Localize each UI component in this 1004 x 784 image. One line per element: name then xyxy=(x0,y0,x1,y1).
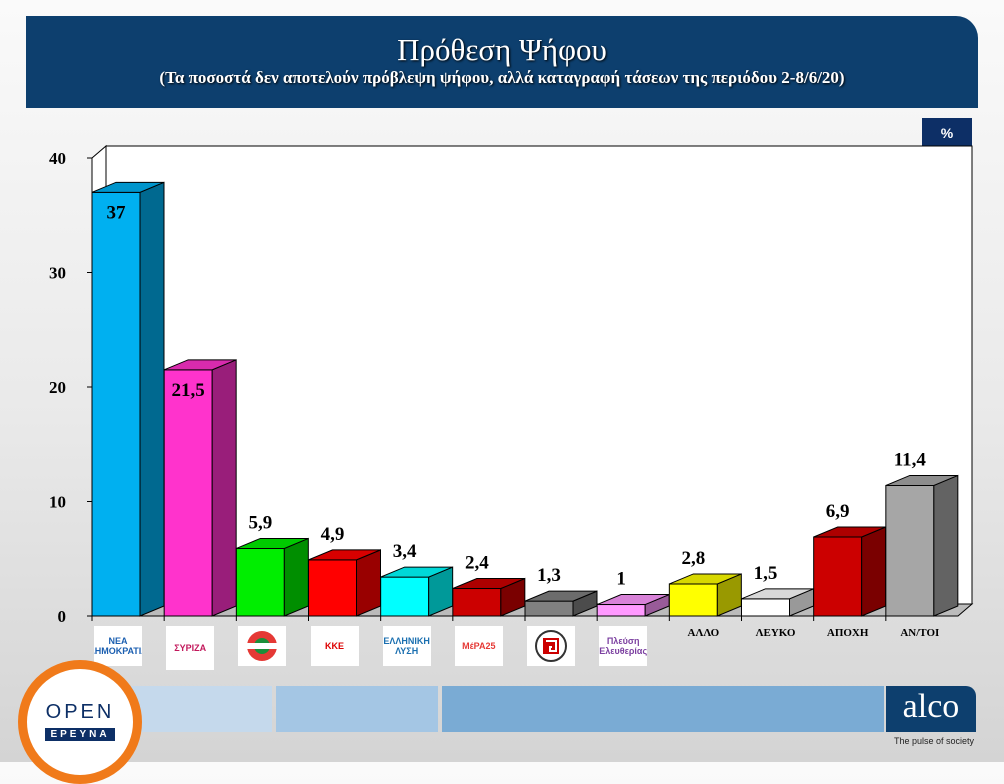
back-wall xyxy=(105,145,973,605)
bar-top xyxy=(308,549,381,561)
unit-badge: % xyxy=(922,118,972,148)
alco-logo: alco xyxy=(886,686,976,732)
party-logo: ΕΛΛΗΝΙΚΗ ΛΥΣΗ xyxy=(382,626,431,666)
data-label: 4,9 xyxy=(321,524,345,545)
party-logo xyxy=(527,626,575,666)
footer-strip-1 xyxy=(120,686,272,732)
alco-tagline: The pulse of society xyxy=(894,736,975,746)
open-logo: OPEN ΕΡΕΥΝΑ xyxy=(18,660,142,784)
party-logo: Πλεύση Ελευθερίας xyxy=(599,626,648,666)
category-label: ΛΕΥΚΟ xyxy=(755,627,796,639)
bar xyxy=(91,191,141,617)
data-label: 21,5 xyxy=(172,380,205,401)
category-label: ΑΛΛΟ xyxy=(687,627,720,639)
y-tick-label: 0 xyxy=(58,607,67,626)
bar-top xyxy=(669,573,742,585)
bar-side xyxy=(139,181,165,617)
bar-side xyxy=(356,549,381,617)
data-label: 6,9 xyxy=(826,501,850,522)
category-label: ΑΝ/ΤΟΙ xyxy=(900,627,940,639)
bar-top xyxy=(163,359,237,371)
party-logo xyxy=(238,626,287,666)
bar-top xyxy=(236,537,309,549)
bar xyxy=(308,559,357,617)
bar-top xyxy=(91,181,165,193)
bar xyxy=(813,536,863,617)
data-label: 37 xyxy=(107,202,127,223)
bar xyxy=(235,547,285,617)
bar xyxy=(668,583,718,617)
bar xyxy=(380,576,430,617)
y-tick-label: 10 xyxy=(49,493,66,512)
y-tick-label: 30 xyxy=(49,264,66,283)
data-label: 1,3 xyxy=(537,565,561,586)
data-label: 1 xyxy=(616,569,626,590)
data-label: 2,4 xyxy=(465,553,489,574)
data-label: 5,9 xyxy=(248,512,272,533)
footer-strip-2 xyxy=(276,686,438,732)
data-label: 3,4 xyxy=(393,541,417,562)
party-logo: ΣΥΡΙΖΑ xyxy=(166,626,215,670)
bar-side xyxy=(211,359,237,617)
bar xyxy=(596,604,646,617)
party-logo: ΚΚΕ xyxy=(310,626,359,666)
bar-chart: 0 10 20 30 40 37 21,5 5,9 4,9 3,4 2,4 1,3 1 2,8 1,5 6,9… xyxy=(49,144,974,626)
bar-side xyxy=(283,537,309,617)
bar-top xyxy=(885,474,959,486)
data-label: 2,8 xyxy=(681,548,705,569)
category-label: ΑΠΟΧΗ xyxy=(826,627,869,639)
bar xyxy=(452,588,502,617)
bar-side xyxy=(861,526,887,617)
page-subtitle: (Τα ποσοστά δεν αποτελούν πρόβλεψη ψήφου… xyxy=(159,68,845,87)
data-label: 1,5 xyxy=(754,563,778,584)
bar xyxy=(885,484,935,617)
party-logo: ΝΕΑ ΔΗΜΟΚΡΑΤΙΑ xyxy=(94,626,142,666)
party-logo: ΜέΡΑ25 xyxy=(454,626,503,666)
bar xyxy=(524,600,574,617)
y-tick-label: 40 xyxy=(49,149,66,168)
bar xyxy=(741,598,790,617)
page-title: Πρόθεση Ψήφου xyxy=(397,32,607,67)
bar xyxy=(163,369,213,617)
data-label: 11,4 xyxy=(894,449,927,470)
header: Πρόθεση Ψήφου (Τα ποσοστά δεν αποτελούν … xyxy=(26,16,978,108)
bar-side xyxy=(933,474,959,617)
y-tick-label: 20 xyxy=(49,378,66,397)
footer-strip-3 xyxy=(442,686,884,732)
bar-top xyxy=(452,578,526,590)
bar-top xyxy=(380,566,453,578)
bar-top xyxy=(524,590,598,602)
